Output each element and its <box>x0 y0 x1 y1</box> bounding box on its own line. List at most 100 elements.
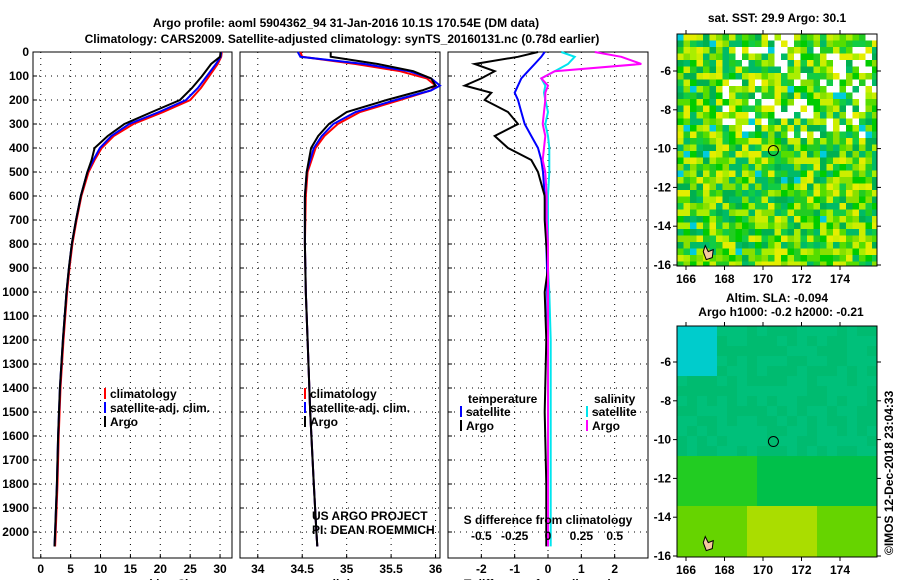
map-cell <box>833 164 840 171</box>
map-cell <box>797 486 807 496</box>
map-cell <box>859 125 866 132</box>
map-cell <box>839 105 846 112</box>
map-cell <box>852 53 859 60</box>
map-cell <box>813 164 820 171</box>
map-cell <box>703 105 710 112</box>
map-cell <box>867 476 877 486</box>
map-cell <box>696 229 703 236</box>
map-cell <box>787 406 797 416</box>
map-cell <box>852 40 859 47</box>
map-cell <box>865 79 872 86</box>
map-cell <box>722 261 729 266</box>
legend-label: Argo <box>466 419 494 433</box>
map-cell <box>687 416 697 426</box>
map-cell <box>797 526 807 536</box>
map-cell <box>677 40 684 47</box>
map-cell <box>846 177 853 184</box>
map-cell <box>846 157 853 164</box>
map-cell <box>774 216 781 223</box>
map-cell <box>703 73 710 80</box>
map-cell <box>852 92 859 99</box>
x-tick-label: 5 <box>67 562 74 576</box>
map-cell <box>727 356 737 366</box>
map-cell <box>768 53 775 60</box>
map-cell <box>767 406 777 416</box>
map-cell <box>820 92 827 99</box>
map-cell <box>677 164 684 171</box>
map-cell <box>852 261 859 266</box>
map-cell <box>768 170 775 177</box>
map-cell <box>787 229 794 236</box>
map-cell <box>727 526 737 536</box>
map-cell <box>716 47 723 54</box>
map-cell <box>683 92 690 99</box>
map-cell <box>716 177 723 184</box>
map-cell <box>787 177 794 184</box>
map-cell <box>826 92 833 99</box>
map-cell <box>833 112 840 119</box>
map-cell <box>872 92 877 99</box>
map-cell <box>737 506 747 516</box>
map-cell <box>677 144 684 151</box>
map-cell <box>794 196 801 203</box>
map-cell <box>735 229 742 236</box>
map-cell <box>839 235 846 242</box>
x-axis-label: salinity <box>319 577 361 580</box>
map-cell <box>697 396 707 406</box>
map-cell <box>697 386 707 396</box>
map-cell <box>846 235 853 242</box>
map-cell <box>859 222 866 229</box>
map-cell <box>777 546 787 556</box>
map-cell <box>807 248 814 255</box>
map-cell <box>833 248 840 255</box>
map-cell <box>696 118 703 125</box>
map-cell <box>757 436 767 446</box>
map-cell <box>837 546 847 556</box>
map-cell <box>807 456 817 466</box>
map-cell <box>747 356 757 366</box>
map-cell <box>774 40 781 47</box>
map-cell <box>748 40 755 47</box>
map-cell <box>826 99 833 106</box>
map-cell <box>800 79 807 86</box>
map-cell <box>846 170 853 177</box>
y-tick-label: 1700 <box>2 453 29 467</box>
map-cell <box>768 242 775 249</box>
map-cell <box>827 376 837 386</box>
map-cell <box>690 144 697 151</box>
map-cell <box>729 66 736 73</box>
map-cell <box>774 73 781 80</box>
map-cell <box>747 526 757 536</box>
map-cell <box>820 99 827 106</box>
map-cell <box>839 209 846 216</box>
map-cell <box>774 196 781 203</box>
map-cell <box>774 105 781 112</box>
map-cell <box>703 79 710 86</box>
map-cell <box>703 92 710 99</box>
map-cell <box>737 466 747 476</box>
map-cell <box>687 506 697 516</box>
map-cell <box>755 255 762 262</box>
map-cell <box>826 229 833 236</box>
map-cell <box>717 366 727 376</box>
map-cell <box>787 496 797 506</box>
map-cell <box>781 164 788 171</box>
legend-label: satellite-adj. clim. <box>310 401 410 415</box>
map-cell <box>865 261 872 266</box>
map-cell <box>748 99 755 106</box>
map-cell <box>768 190 775 197</box>
map-cell <box>807 406 817 416</box>
map-cell <box>707 346 717 356</box>
map-cell <box>755 138 762 145</box>
map-cell <box>716 190 723 197</box>
map-cell <box>833 190 840 197</box>
map-cell <box>735 131 742 138</box>
map-cell <box>727 346 737 356</box>
map-cell <box>774 177 781 184</box>
map-cell <box>787 86 794 93</box>
map-cell <box>677 346 687 356</box>
map-cell <box>872 222 877 229</box>
map-cell <box>690 170 697 177</box>
map-cell <box>768 92 775 99</box>
map-cell <box>777 366 787 376</box>
